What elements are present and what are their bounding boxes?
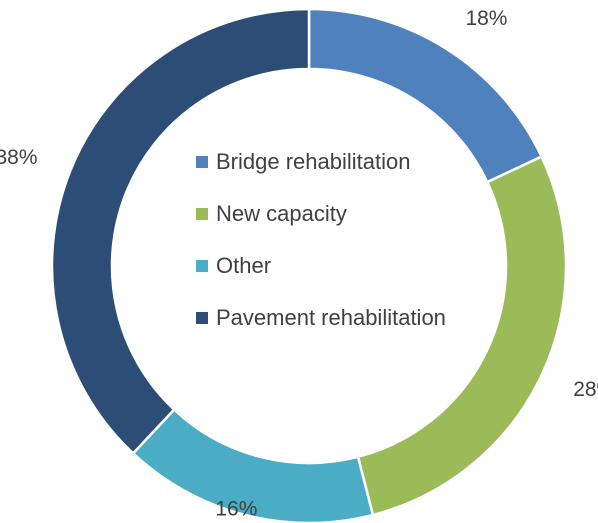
legend-swatch [196,156,208,168]
donut-segment [50,7,311,456]
legend-label: Pavement rehabilitation [216,305,446,330]
data-label: 38% [0,146,38,169]
data-label: 18% [465,7,507,30]
legend-label: New capacity [216,201,347,226]
legend-label: Bridge rehabilitation [216,149,411,174]
legend-label: Other [216,253,272,278]
legend-item: Other [196,249,456,283]
legend: Bridge rehabilitation New capacity Other Pa… [196,145,456,353]
legend-item: New capacity [196,197,456,231]
legend-item: Pavement rehabilitation [196,301,456,335]
data-label: 28% [573,378,598,401]
legend-swatch [196,208,208,220]
legend-swatch [196,312,208,324]
data-label: 16% [215,498,257,521]
legend-swatch [196,260,208,272]
legend-item: Bridge rehabilitation [196,145,456,179]
